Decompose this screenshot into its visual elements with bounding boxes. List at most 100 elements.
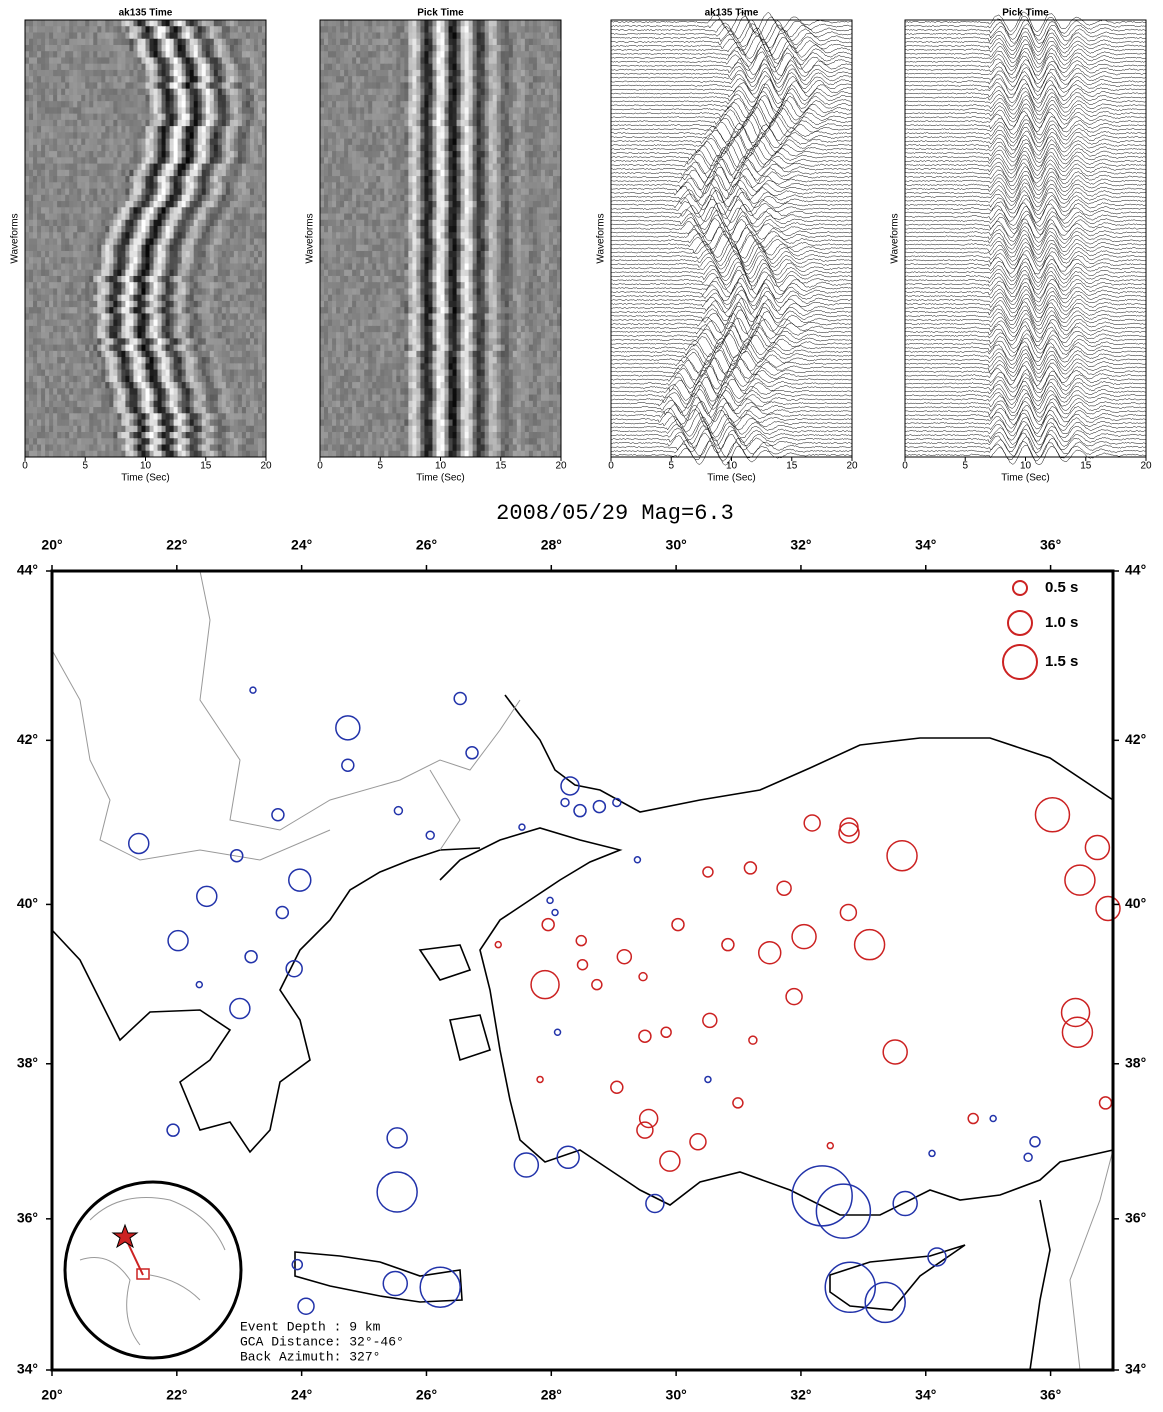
pixel bbox=[137, 170, 142, 177]
pixel bbox=[89, 401, 94, 408]
pixel bbox=[210, 332, 215, 339]
pixel bbox=[73, 332, 78, 339]
pixel bbox=[174, 51, 179, 58]
pixel bbox=[206, 445, 211, 452]
pixel bbox=[250, 201, 255, 208]
pixel bbox=[65, 26, 70, 33]
pixel bbox=[328, 20, 333, 27]
pixel bbox=[81, 239, 86, 246]
pixel bbox=[93, 370, 98, 377]
pixel bbox=[226, 332, 231, 339]
pixel bbox=[93, 82, 98, 89]
pixel bbox=[505, 51, 510, 58]
pixel bbox=[182, 207, 187, 214]
pixel bbox=[73, 376, 78, 383]
pixel bbox=[541, 70, 546, 77]
pixel bbox=[162, 263, 167, 270]
pixel bbox=[541, 76, 546, 83]
pixel bbox=[150, 351, 155, 358]
pixel bbox=[206, 426, 211, 433]
pixel bbox=[133, 345, 138, 352]
pixel bbox=[198, 332, 203, 339]
pixel bbox=[109, 395, 114, 402]
pixel bbox=[41, 157, 46, 164]
pixel bbox=[206, 401, 211, 408]
pixel bbox=[445, 26, 450, 33]
pixel bbox=[133, 189, 138, 196]
coastline bbox=[52, 848, 480, 1152]
pixel bbox=[45, 357, 50, 364]
pixel bbox=[105, 39, 110, 46]
pixel bbox=[25, 251, 30, 258]
pixel bbox=[61, 445, 66, 452]
panel: Pick TimeWaveformsTime (Sec)05101520 bbox=[305, 8, 567, 484]
pixel bbox=[166, 214, 171, 221]
pixel bbox=[105, 214, 110, 221]
pixel bbox=[214, 32, 219, 39]
pixel bbox=[85, 32, 90, 39]
pixel bbox=[141, 76, 146, 83]
pixel bbox=[141, 426, 146, 433]
pixel bbox=[121, 413, 126, 420]
pixel bbox=[465, 57, 470, 64]
pixel bbox=[77, 332, 82, 339]
pixel bbox=[420, 76, 425, 83]
pixel bbox=[45, 307, 50, 314]
pixel bbox=[258, 345, 263, 352]
pixel bbox=[146, 101, 151, 108]
pixel bbox=[162, 101, 167, 108]
pixel bbox=[545, 70, 550, 77]
pixel bbox=[162, 295, 167, 302]
pixel bbox=[49, 89, 54, 96]
pixel bbox=[49, 338, 54, 345]
pixel bbox=[109, 220, 114, 227]
pixel bbox=[230, 426, 235, 433]
pixel bbox=[57, 295, 62, 302]
pixel bbox=[178, 101, 183, 108]
pixel bbox=[469, 89, 474, 96]
pixel bbox=[210, 382, 215, 389]
pixel bbox=[109, 132, 114, 139]
pixel bbox=[226, 182, 231, 189]
pixel bbox=[85, 157, 90, 164]
pixel bbox=[133, 382, 138, 389]
pixel bbox=[186, 301, 191, 308]
pixel bbox=[61, 82, 66, 89]
pixel bbox=[210, 313, 215, 320]
pixel bbox=[101, 363, 106, 370]
pixel bbox=[469, 57, 474, 64]
pixel bbox=[158, 220, 163, 227]
pixel bbox=[105, 20, 110, 27]
pixel bbox=[194, 282, 199, 289]
pixel bbox=[45, 370, 50, 377]
pixel bbox=[174, 251, 179, 258]
pixel bbox=[420, 51, 425, 58]
pixel bbox=[348, 95, 353, 102]
pixel bbox=[178, 438, 183, 445]
pixel bbox=[45, 232, 50, 239]
pixel bbox=[348, 57, 353, 64]
pixel bbox=[234, 395, 239, 402]
pixel bbox=[57, 345, 62, 352]
pixel bbox=[61, 276, 66, 283]
pixel bbox=[194, 207, 199, 214]
pixel bbox=[222, 226, 227, 233]
pixel bbox=[33, 451, 38, 458]
pixel bbox=[77, 57, 82, 64]
pixel bbox=[117, 89, 122, 96]
y-axis-label: Waveforms bbox=[305, 213, 316, 263]
pixel bbox=[174, 420, 179, 427]
pixel bbox=[129, 114, 134, 121]
pixel bbox=[37, 82, 42, 89]
pixel bbox=[141, 413, 146, 420]
pixel bbox=[150, 338, 155, 345]
pixel bbox=[194, 370, 199, 377]
pixel bbox=[198, 157, 203, 164]
pixel bbox=[202, 214, 207, 221]
pixel bbox=[49, 301, 54, 308]
pixel bbox=[141, 295, 146, 302]
pixel bbox=[198, 195, 203, 202]
pixel bbox=[109, 101, 114, 108]
pixel bbox=[146, 26, 151, 33]
pixel bbox=[242, 126, 247, 133]
